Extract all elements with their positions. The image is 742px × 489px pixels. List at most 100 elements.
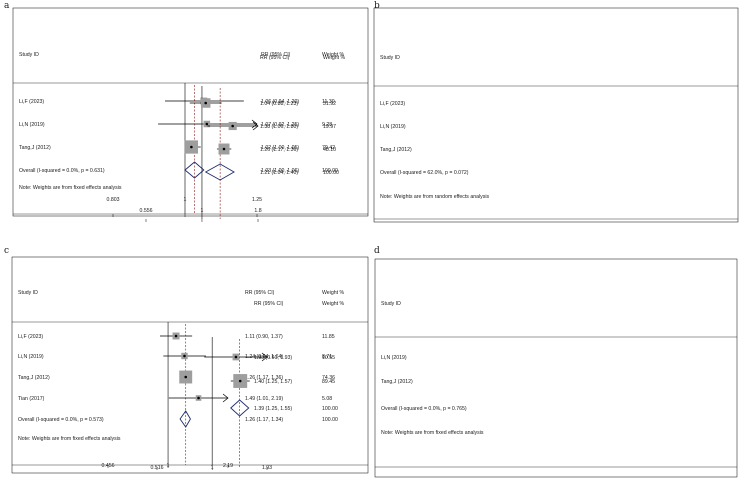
forest-plot-svg: Study ID RR (95% CI) Weight % Li,F (2023) 1.… bbox=[11, 256, 369, 474]
overall-diamond bbox=[184, 161, 205, 179]
forest-plot-svg: Study ID RR (95% CI) Weight % Li,F (2023) 1.… bbox=[12, 7, 369, 217]
study-ci-text: 1.33 (0.91, 1.93) bbox=[254, 355, 292, 361]
overall-diamond bbox=[204, 163, 235, 181]
forest-plot-c: c Study ID RR (95% CI) Weight % Li,F (2023)… bbox=[0, 246, 371, 489]
study-ci-arrow bbox=[252, 121, 259, 131]
panel-letter: d bbox=[374, 246, 380, 256]
header-study-id: Study ID bbox=[18, 290, 38, 296]
study-label: Tian (2017) bbox=[18, 396, 45, 402]
axis-tick-label: 0.456 bbox=[102, 463, 115, 469]
study-label: Li,F (2023) bbox=[19, 99, 44, 105]
plot-frame bbox=[12, 7, 369, 217]
overall-ci-text: 1.03 (1.00, 1.06) bbox=[261, 168, 299, 174]
study-point bbox=[222, 147, 226, 151]
header-study-id: Study ID bbox=[381, 301, 401, 307]
study-ci-arrow bbox=[251, 119, 258, 129]
axis-tick-label: 1.93 bbox=[262, 465, 272, 471]
overall-diamond bbox=[230, 399, 250, 417]
study-ci-text: 1.02 (1.00, 1.05) bbox=[261, 145, 299, 151]
panel-letter: a bbox=[4, 1, 10, 11]
study-weight-text: 11.85 bbox=[322, 334, 335, 340]
axis-tick-label: 1 bbox=[211, 465, 214, 471]
study-point bbox=[184, 375, 188, 379]
overall-weight-text: 100.00 bbox=[322, 406, 338, 412]
overall-weight-text: 100.00 bbox=[322, 168, 338, 174]
study-ci-text: 1.06 (0.94, 1.20) bbox=[261, 99, 299, 105]
overall-ci-text: 1.39 (1.25, 1.55) bbox=[254, 406, 292, 412]
study-weight-text: 11.30 bbox=[322, 99, 335, 105]
overall-label: Overall (I-squared = 62.0%, p = 0.072) bbox=[380, 170, 469, 176]
study-weight-text: 9.28 bbox=[322, 122, 332, 128]
axis-tick-label: 1.8 bbox=[254, 208, 261, 214]
study-ci-arrow bbox=[261, 352, 268, 362]
weights-note: Note: Weights are from fixed effects ana… bbox=[19, 185, 122, 191]
header-rr-ci: RR (95% CI) bbox=[245, 290, 275, 296]
plot-frame bbox=[374, 258, 738, 478]
plot-frame bbox=[373, 7, 739, 223]
overall-ci-text: 1.21 (1.04, 1.40) bbox=[260, 170, 298, 176]
study-label: Tang,J (2012) bbox=[19, 145, 51, 151]
study-point bbox=[238, 379, 242, 383]
axis-tick-label: 1.25 bbox=[252, 197, 262, 203]
plot-frame bbox=[11, 256, 369, 474]
study-ci-arrow bbox=[222, 393, 229, 403]
forest-plot-a: a Study ID RR (95% CI) Weight % Li,F (2023)… bbox=[0, 0, 371, 246]
header-rr-ci: RR (95% CI) bbox=[254, 301, 284, 307]
study-label: Li,N (2019) bbox=[19, 122, 45, 128]
header-weight: Weight % bbox=[322, 301, 344, 307]
overall-ci-text: 1.26 (1.17, 1.34) bbox=[245, 417, 283, 423]
study-label: Li,F (2023) bbox=[18, 334, 43, 340]
overall-label: Overall (I-squared = 0.0%, p = 0.631) bbox=[19, 168, 105, 174]
overall-weight-text: 100.00 bbox=[322, 417, 338, 423]
study-point bbox=[197, 396, 200, 400]
header-weight: Weight % bbox=[322, 52, 344, 58]
study-weight-text: 5.08 bbox=[322, 396, 332, 402]
weights-note: Note: Weights are from random effects an… bbox=[380, 194, 489, 200]
header-weight: Weight % bbox=[322, 290, 344, 296]
study-ci-text: 1.26 (1.17, 1.36) bbox=[245, 375, 283, 381]
study-weight-text: 89.45 bbox=[322, 379, 335, 385]
axis-tick-label: 0.556 bbox=[140, 208, 153, 214]
study-label: Li,N (2019) bbox=[380, 124, 406, 130]
study-ci-text: 1.26 (1.17, 1.36) bbox=[260, 147, 298, 153]
header-rr-ci: RR (95% CI) bbox=[261, 52, 291, 58]
study-label: Tang,J (2012) bbox=[18, 375, 50, 381]
study-label: Li,N (2019) bbox=[18, 354, 44, 360]
overall-label: Overall (I-squared = 0.0%, p = 0.573) bbox=[18, 417, 104, 423]
forest-plot-b: b Study ID RR (95% CI) Weight % Li,F (2023)… bbox=[140, 0, 742, 246]
study-point bbox=[231, 124, 234, 128]
overall-weight-text: 100.00 bbox=[323, 170, 339, 176]
header-study-id: Study ID bbox=[19, 52, 39, 58]
header-weight: Weight % bbox=[323, 55, 345, 61]
forest-plot-svg: Study ID RR (95% CI) Weight % Li,N (2019) 1.… bbox=[151, 258, 738, 478]
study-weight-text: 74.36 bbox=[322, 375, 335, 381]
study-ci-text: 1.38 (1.06, 1.80) bbox=[260, 124, 298, 130]
study-label: Li,N (2019) bbox=[381, 355, 407, 361]
study-point bbox=[174, 334, 178, 338]
study-weight-text: 31.92 bbox=[323, 101, 336, 107]
study-point bbox=[205, 122, 209, 126]
header-study-id: Study ID bbox=[380, 55, 400, 61]
study-ci-text: 1.07 (0.92, 1.25) bbox=[261, 122, 299, 128]
axis-tick-label: 1 bbox=[167, 463, 170, 469]
panel-letter: b bbox=[374, 1, 380, 11]
axis-tick-label: 1 bbox=[201, 208, 204, 214]
weights-note: Note: Weights are from fixed effects ana… bbox=[18, 436, 121, 442]
study-weight-text: 79.42 bbox=[322, 145, 335, 151]
axis-tick-label: 2.19 bbox=[223, 463, 233, 469]
overall-diamond bbox=[179, 410, 191, 428]
header-rr-ci: RR (95% CI) bbox=[260, 55, 290, 61]
overall-label: Overall (I-squared = 0.0%, p = 0.765) bbox=[381, 406, 467, 412]
study-label: Tang,J (2012) bbox=[380, 147, 412, 153]
study-point bbox=[183, 354, 186, 358]
study-point bbox=[190, 145, 193, 149]
study-weight-text: 19.97 bbox=[323, 124, 336, 130]
study-weight-text: 10.55 bbox=[322, 355, 335, 361]
panel-letter: c bbox=[4, 246, 10, 256]
study-point bbox=[234, 355, 238, 359]
study-weight-text: 8.71 bbox=[322, 354, 332, 360]
forest-plot-d: d Study ID RR (95% CI) Weight % Li,N (2019)… bbox=[151, 246, 742, 489]
weights-note: Note: Weights are from fixed effects ana… bbox=[381, 430, 484, 436]
axis-tick-label: 0.803 bbox=[107, 197, 120, 203]
study-ci-text: 1.04 (0.88, 1.23) bbox=[260, 101, 298, 107]
